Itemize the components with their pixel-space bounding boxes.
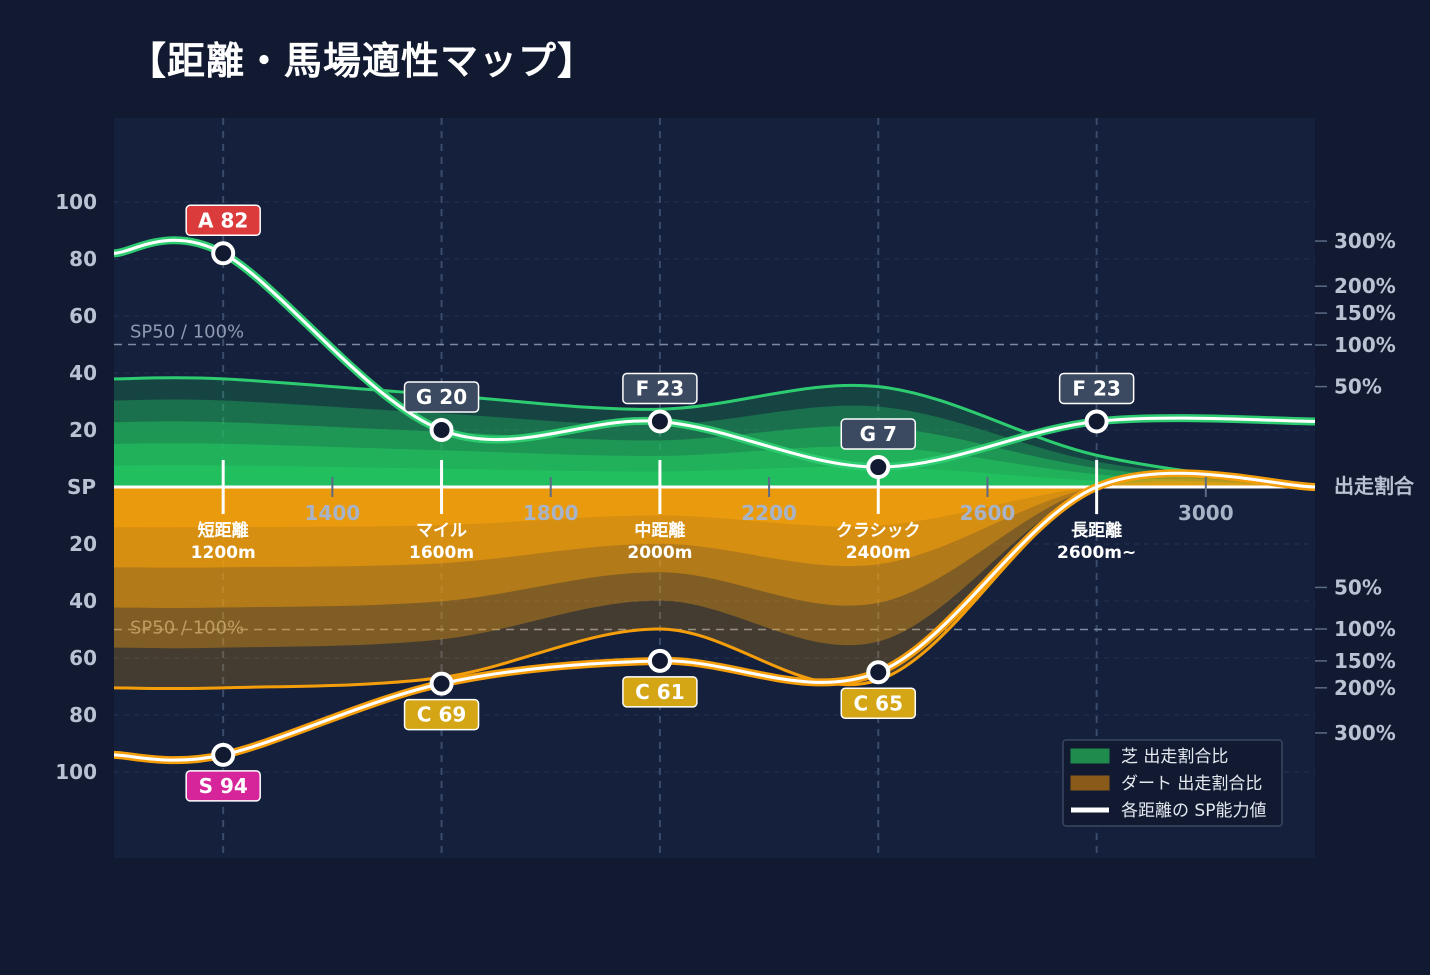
category-distance: 2000m bbox=[627, 543, 692, 563]
left-axis-tick: 20 bbox=[69, 418, 97, 442]
right-axis-tick: 150% bbox=[1334, 301, 1396, 325]
turf-sp-point bbox=[429, 418, 454, 442]
dirt-sp-point bbox=[429, 671, 454, 696]
turf-sp-point bbox=[866, 455, 891, 480]
right-axis-tick: 150% bbox=[1334, 649, 1396, 673]
category-name: マイル bbox=[416, 521, 467, 541]
left-axis-tick: 40 bbox=[69, 361, 97, 385]
left-axis-tick: 80 bbox=[69, 703, 97, 727]
right-axis-tick: 50% bbox=[1334, 575, 1382, 599]
chart-title: 【距離・馬場適性マップ】 bbox=[128, 39, 597, 83]
dirt-sp-point bbox=[647, 648, 672, 673]
dirt-grade-label: C 69 bbox=[417, 703, 466, 727]
turf-grade-label: G 7 bbox=[860, 422, 897, 446]
x-tick-label: 2600 bbox=[960, 501, 1016, 525]
dirt-grade-label: C 61 bbox=[635, 680, 684, 704]
turf-grade-badge bbox=[185, 204, 261, 237]
turf-grade-label: F 23 bbox=[1072, 376, 1120, 400]
legend-box bbox=[1062, 739, 1283, 827]
left-axis-tick: 60 bbox=[69, 646, 97, 670]
category-distance: 1600m bbox=[409, 543, 474, 563]
legend-label: ダート 出走割合比 bbox=[1121, 774, 1262, 794]
right-axis-center-label: 出走割合 bbox=[1334, 474, 1415, 498]
category-distance: 2600m~ bbox=[1057, 543, 1136, 563]
right-axis-tick: 300% bbox=[1334, 721, 1396, 745]
dirt-sp-point bbox=[866, 660, 891, 685]
turf-grade-label: G 20 bbox=[416, 385, 467, 409]
right-axis-tick: 50% bbox=[1334, 375, 1382, 399]
turf-grade-badge bbox=[403, 381, 480, 413]
turf-grade-badge bbox=[840, 418, 917, 450]
reference-label-bottom: SP50 / 100% bbox=[130, 618, 244, 639]
turf-grade-label: A 82 bbox=[198, 208, 248, 232]
turf-sp-point bbox=[211, 241, 236, 266]
turf-area-layer bbox=[114, 465, 1315, 487]
right-axis-tick: 100% bbox=[1334, 333, 1396, 357]
turf-ratio-line bbox=[113, 376, 1316, 489]
category-name: クラシック bbox=[836, 521, 921, 541]
dirt-grade-badge bbox=[840, 687, 917, 719]
left-axis-center-label: SP bbox=[67, 475, 96, 499]
dirt-area-layer bbox=[114, 484, 1315, 528]
dirt-grade-label: S 94 bbox=[199, 774, 248, 798]
left-axis-tick: 80 bbox=[69, 247, 97, 271]
turf-sp-point bbox=[1084, 409, 1109, 434]
category-distance: 1200m bbox=[191, 543, 256, 563]
legend-swatch bbox=[1070, 775, 1110, 791]
right-axis-tick: 300% bbox=[1334, 229, 1396, 253]
right-axis-tick: 200% bbox=[1334, 274, 1396, 298]
dirt-sp-point bbox=[211, 742, 236, 767]
left-axis-tick: 100 bbox=[55, 190, 97, 214]
turf-grade-badge bbox=[1058, 372, 1135, 405]
category-name: 中距離 bbox=[634, 520, 685, 541]
category-distance: 2400m bbox=[846, 543, 911, 563]
right-axis-tick: 100% bbox=[1334, 617, 1396, 641]
left-axis-tick: 20 bbox=[69, 532, 97, 556]
reference-label-top: SP50 / 100% bbox=[130, 322, 244, 343]
legend-label: 芝 出走割合比 bbox=[1121, 747, 1228, 767]
dirt-grade-label: C 65 bbox=[854, 691, 903, 715]
legend-label: 各距離の SP能力値 bbox=[1121, 801, 1266, 821]
turf-sp-point bbox=[647, 409, 672, 434]
left-axis-tick: 60 bbox=[69, 304, 97, 328]
x-tick-label: 2200 bbox=[741, 501, 797, 525]
x-tick-label: 1800 bbox=[523, 501, 579, 525]
dirt-grade-badge bbox=[622, 676, 698, 708]
dirt-grade-badge bbox=[403, 698, 480, 731]
dirt-grade-badge bbox=[185, 770, 261, 802]
turf-grade-badge bbox=[622, 372, 698, 405]
category-name: 短距離 bbox=[198, 520, 249, 541]
turf-grade-label: F 23 bbox=[636, 376, 684, 400]
left-axis-tick: 40 bbox=[69, 589, 97, 613]
legend-swatch bbox=[1070, 748, 1110, 764]
x-tick-label: 3000 bbox=[1178, 501, 1234, 525]
x-tick-label: 1400 bbox=[305, 501, 361, 525]
category-name: 長距離 bbox=[1071, 520, 1122, 541]
left-axis-tick: 100 bbox=[55, 760, 97, 784]
right-axis-tick: 200% bbox=[1334, 676, 1396, 700]
